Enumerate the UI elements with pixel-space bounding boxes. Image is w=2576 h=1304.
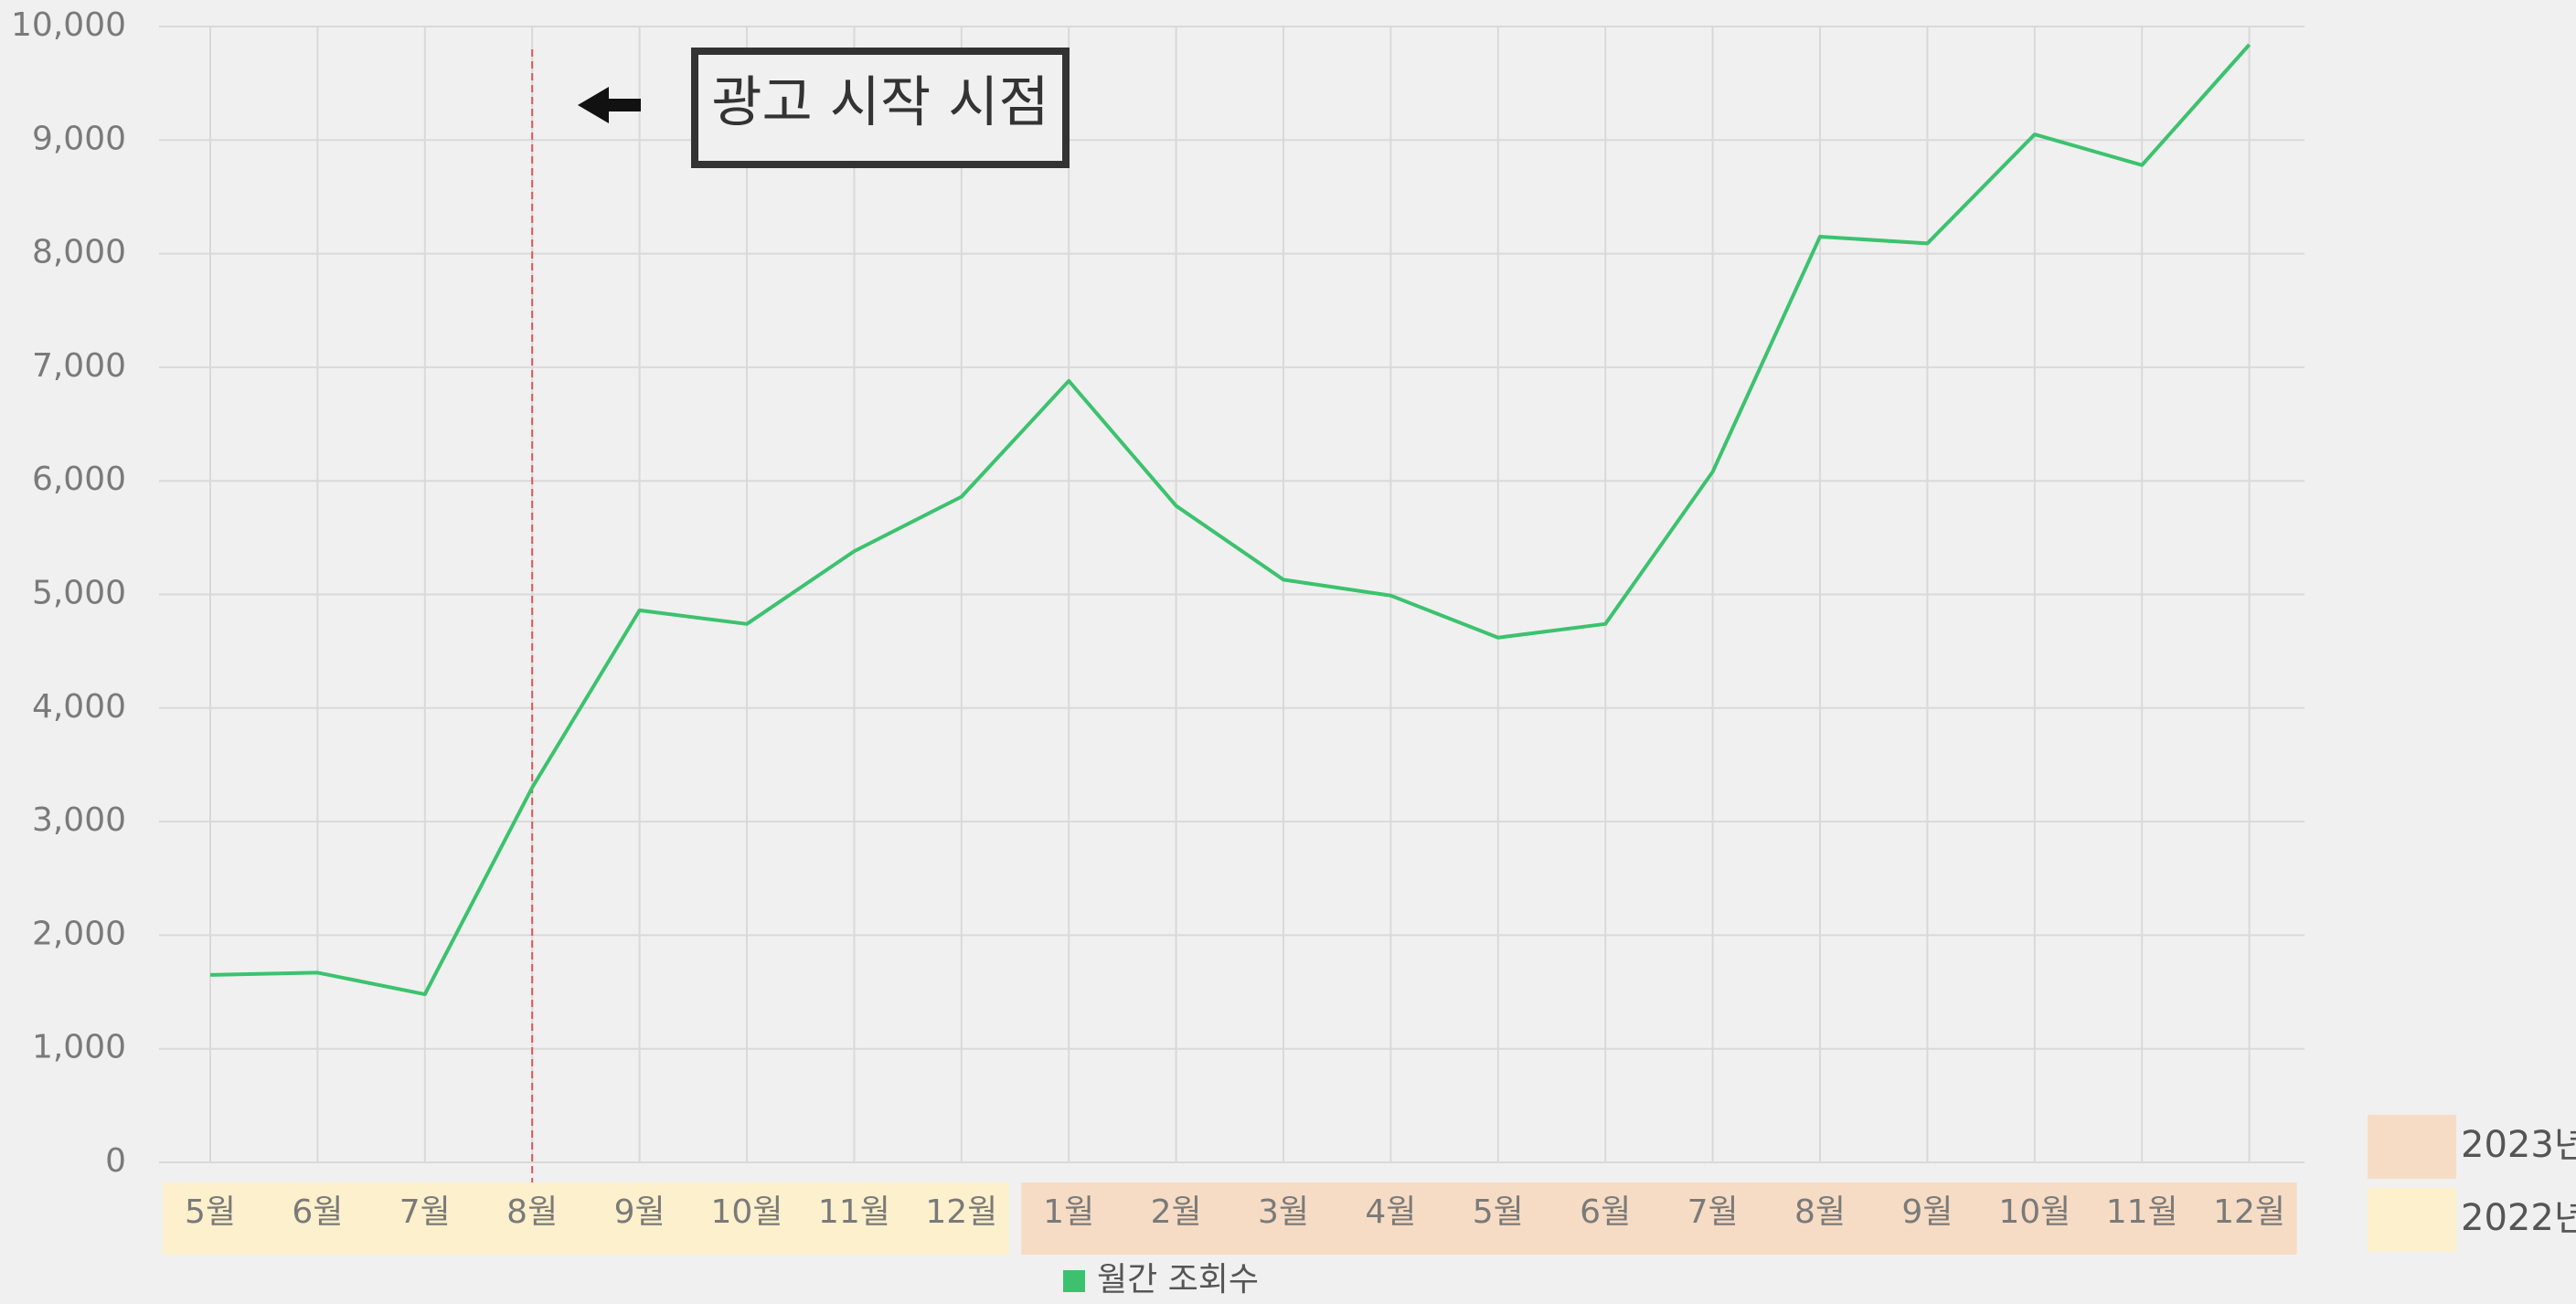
x-tick-label: 8월 [506, 1193, 558, 1231]
x-tick-label: 5월 [1473, 1193, 1524, 1231]
y-tick-label: 3,000 [32, 801, 126, 839]
x-tick-label: 4월 [1365, 1193, 1416, 1231]
x-tick-label: 3월 [1258, 1193, 1309, 1231]
x-tick-label: 6월 [1580, 1193, 1631, 1231]
x-tick-label: 7월 [399, 1193, 451, 1231]
group-legend-swatch [2368, 1188, 2456, 1252]
y-tick-label: 6,000 [32, 461, 126, 498]
y-tick-label: 0 [105, 1142, 126, 1180]
x-tick-label: 8월 [1794, 1193, 1846, 1231]
legend-swatch [1063, 1270, 1085, 1292]
y-tick-label: 2,000 [32, 915, 126, 952]
x-tick-label: 9월 [1901, 1193, 1953, 1231]
x-tick-label: 1월 [1043, 1193, 1094, 1231]
x-tick-label: 6월 [292, 1193, 343, 1231]
x-tick-label: 5월 [185, 1193, 236, 1231]
group-legend-label: 2022년 [2461, 1197, 2576, 1239]
x-tick-label: 7월 [1687, 1193, 1739, 1231]
category-band [1021, 1182, 2297, 1255]
category-band [163, 1182, 1009, 1255]
x-tick-label: 11월 [2106, 1193, 2178, 1231]
y-tick-label: 5,000 [32, 575, 126, 612]
x-tick-label: 12월 [2213, 1193, 2285, 1231]
series-line [209, 43, 2251, 997]
group-legend-swatch [2368, 1115, 2456, 1179]
annotation-text: 광고 시작 시점 [711, 71, 1048, 135]
group-legend-label: 2023년 [2461, 1124, 2576, 1166]
annotation-arrow [578, 87, 641, 123]
x-tick-label: 2월 [1151, 1193, 1202, 1231]
x-tick-label: 11월 [818, 1193, 890, 1231]
y-tick-label: 4,000 [32, 688, 126, 726]
y-tick-label: 7,000 [32, 347, 126, 385]
legend-label: 월간 조회수 [1097, 1261, 1259, 1299]
y-tick-label: 9,000 [32, 120, 126, 157]
y-tick-label: 8,000 [32, 234, 126, 271]
x-tick-label: 9월 [614, 1193, 665, 1231]
annotation-box [691, 48, 1070, 168]
x-tick-label: 10월 [1998, 1193, 2070, 1231]
x-tick-label: 10월 [711, 1193, 783, 1231]
y-tick-label: 10,000 [11, 6, 126, 44]
x-tick-label: 12월 [925, 1193, 997, 1231]
y-tick-label: 1,000 [32, 1029, 126, 1066]
